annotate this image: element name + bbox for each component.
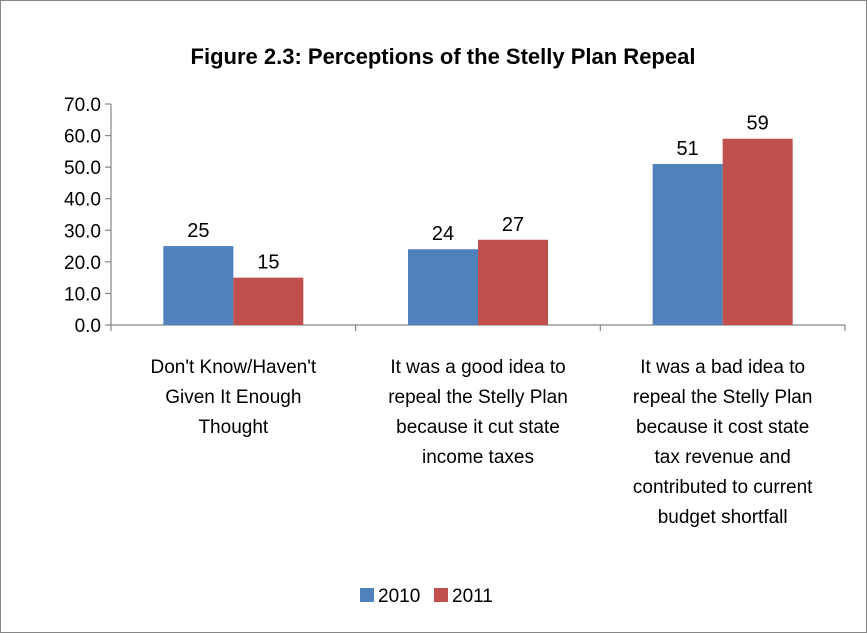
category-label-line: budget shortfall [658, 507, 788, 528]
y-tick-label: 50.0 [64, 158, 101, 179]
legend-swatch-2011 [434, 588, 448, 602]
bar-2011-3 [723, 139, 793, 325]
bar-2010-1 [163, 246, 233, 325]
legend-label-2011: 2011 [452, 586, 493, 607]
category-label-line: Given It Enough [165, 387, 301, 408]
data-label-2010-2: 24 [432, 223, 454, 245]
category-label-line: It was a bad idea to [640, 357, 805, 378]
data-label-2011-2: 27 [502, 214, 524, 236]
legend-swatch-2010 [360, 588, 374, 602]
y-tick-label: 60.0 [64, 127, 101, 148]
category-label-line: income taxes [422, 447, 534, 468]
legend: 2010 2011 [360, 586, 493, 607]
category-label-line: because it cut state [396, 417, 560, 438]
data-label-2010-1: 25 [187, 220, 209, 242]
y-tick-label: 70.0 [64, 95, 101, 116]
category-label-line: tax revenue and [655, 447, 791, 468]
category-label-line: repeal the Stelly Plan [633, 387, 813, 408]
data-label-2010-3: 51 [677, 138, 699, 160]
y-tick-label: 10.0 [64, 284, 101, 305]
y-axis: 0.0 10.0 20.0 30.0 40.0 50.0 60.0 70.0 [64, 95, 111, 337]
bars [163, 139, 792, 325]
category-label-line: It was a good idea to [390, 357, 565, 378]
category-labels: Don't Know/Haven't Given It Enough Thought… [150, 357, 813, 528]
bar-2010-3 [653, 164, 723, 325]
category-label-line: because it cost state [636, 417, 809, 438]
y-tick-label: 40.0 [64, 190, 101, 211]
category-label-line: contributed to current [633, 477, 813, 498]
data-label-2011-1: 15 [257, 252, 279, 274]
category-label-line: repeal the Stelly Plan [388, 387, 568, 408]
y-tick-label: 30.0 [64, 221, 101, 242]
category-label-line: Thought [198, 417, 268, 438]
bar-2010-2 [408, 249, 478, 325]
legend-label-2010: 2010 [378, 586, 420, 607]
x-axis [111, 325, 845, 331]
bar-2011-2 [478, 240, 548, 325]
y-tick-label: 0.0 [75, 316, 101, 337]
chart-title: Figure 2.3: Perceptions of the Stelly Pl… [191, 44, 696, 69]
category-label-line: Don't Know/Haven't [150, 357, 316, 378]
data-label-2011-3: 59 [747, 113, 769, 135]
y-tick-label: 20.0 [64, 253, 101, 274]
bar-2011-1 [233, 278, 303, 325]
